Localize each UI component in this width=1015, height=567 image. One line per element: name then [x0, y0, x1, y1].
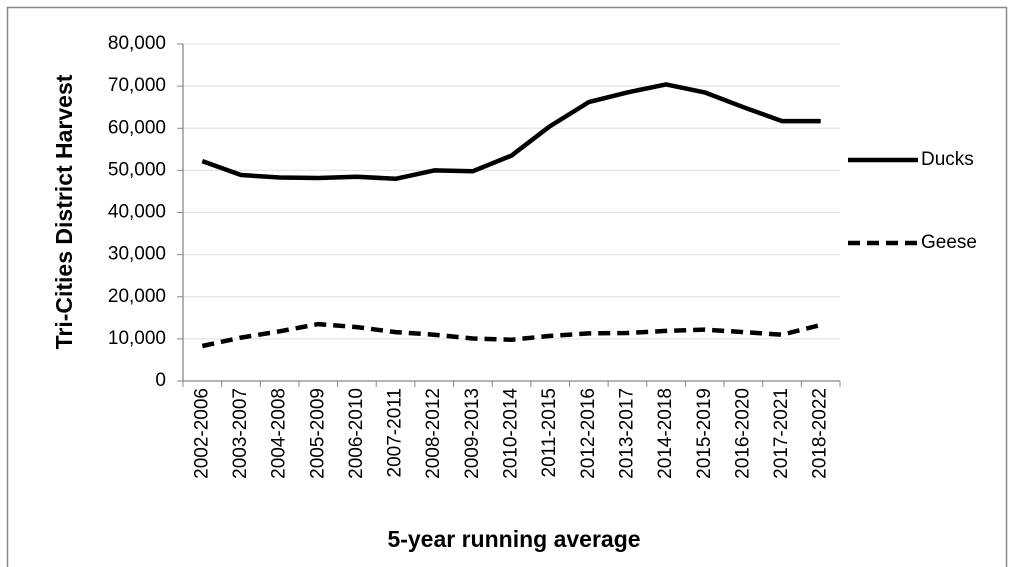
y-tick-label: 30,000: [108, 244, 166, 265]
x-tick-label: 2012-2016: [578, 388, 599, 479]
x-tick-label: 2007-2011: [385, 388, 406, 477]
x-tick-label: 2006-2010: [346, 388, 367, 479]
x-tick-label: 2016-2020: [732, 388, 753, 479]
x-axis-title: 5-year running average: [387, 526, 640, 552]
y-tick-label: 60,000: [108, 117, 166, 138]
y-tick-label: 40,000: [108, 202, 166, 223]
x-tick-label: 2005-2009: [307, 388, 328, 479]
x-tick-label: 2018-2022: [810, 388, 831, 479]
x-tick-label: 2002-2006: [191, 388, 212, 479]
y-tick-label: 70,000: [108, 75, 166, 96]
y-tick-label: 20,000: [108, 286, 166, 307]
x-tick-label: 2013-2017: [616, 388, 637, 479]
y-tick-label: 50,000: [108, 159, 166, 180]
x-tick-label: 2017-2021: [771, 388, 792, 479]
x-tick-label: 2010-2014: [501, 388, 522, 479]
y-tick-label: 0: [155, 370, 166, 391]
x-tick-label: 2009-2013: [462, 388, 483, 479]
x-tick-label: 2011-2015: [539, 388, 560, 477]
x-tick-label: 2003-2007: [230, 388, 251, 479]
y-tick-label: 80,000: [108, 33, 166, 54]
x-tick-label: 2014-2018: [655, 388, 676, 479]
x-tick-label: 2004-2008: [269, 388, 290, 479]
legend-label: Ducks: [921, 149, 974, 170]
chart-border: [6, 6, 1008, 567]
legend-label: Geese: [921, 232, 977, 253]
y-axis-title: Tri-Cities District Harvest: [51, 74, 77, 349]
x-tick-label: 2015-2019: [694, 388, 715, 479]
x-tick-label: 2008-2012: [423, 388, 444, 479]
series-line: [201, 321, 822, 349]
y-tick-label: 10,000: [108, 328, 166, 349]
series-line: [201, 82, 821, 182]
